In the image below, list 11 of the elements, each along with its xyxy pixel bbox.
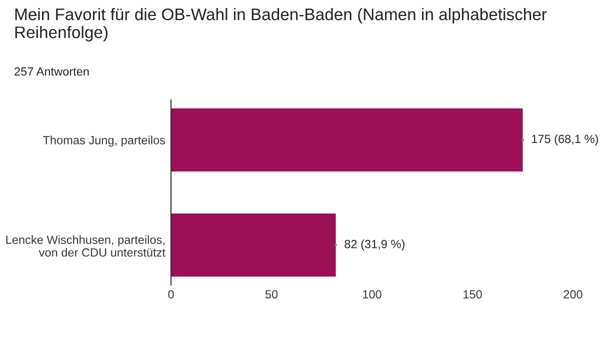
x-tick-label: 100: [363, 290, 382, 299]
data-label: 175 (68,1 %): [532, 134, 598, 146]
text: 257 Antworten: [14, 67, 89, 76]
x-tick-label: 150: [464, 290, 482, 299]
x-tick-label: 50: [265, 290, 278, 299]
x-tick-label: 200: [564, 290, 582, 299]
chart-title: Mein Favorit für die OB-Wahl in Baden-Baden (Namen in alphabetischer Reihenfolge): [15, 8, 547, 42]
data-label: 82 (31,9 %): [344, 240, 404, 251]
y-tick-label: Thomas Jung, parteilos: [43, 136, 166, 147]
x-tick-label: 0: [168, 290, 174, 299]
y-tick-label: Lencke Wischhusen, parteilos, von der CDU unterstützt: [6, 235, 166, 257]
